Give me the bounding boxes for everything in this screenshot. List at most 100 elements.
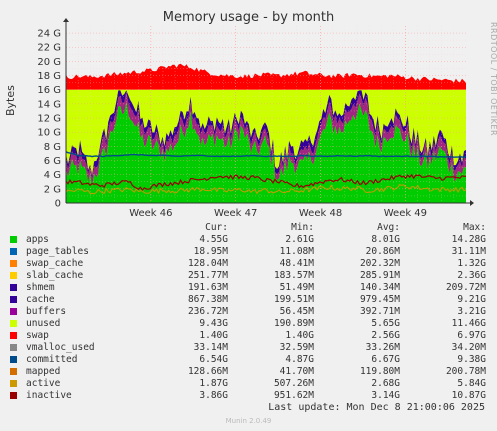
legend-body: apps 4.55G 2.61G 8.01G 14.28G page_tables 18.9… [10,234,486,402]
legend-avg: 33.26M [365,342,400,353]
legend-avg: 2.56G [371,330,400,341]
legend-header-row: Cur: Min: Avg: Max: [10,222,486,234]
axes [63,18,474,206]
legend-swatch-buffers [10,308,17,315]
legend-row-swap-cache: swap_cache 128.04M 48.41M 202.32M 1.32G [10,258,486,270]
legend-min: 951.62M [273,390,314,401]
line-inactive [65,173,467,191]
legend-swatch-committed [10,356,17,363]
legend-swatch [10,390,22,402]
legend-cur: 9.43G [199,318,228,329]
legend-swatch-page-tables [10,248,17,255]
y-tick-label: 18 G [37,71,61,82]
legend-min: 1.40G [285,330,314,341]
legend-row-shmem: shmem 191.63M 51.49M 140.34M 209.72M [10,282,486,294]
legend-swatch [10,342,22,354]
legend-cur: 3.86G [199,390,228,401]
legend-swatch-active [10,380,17,387]
y-tick-label: 24 G [37,29,61,40]
legend-max: 3.21G [457,306,486,317]
legend-max: 5.84G [457,378,486,389]
legend-swatch-cache [10,296,17,303]
legend-row-committed: committed 6.54G 4.87G 6.67G 9.38G [10,354,486,366]
legend-name: vmalloc_used [26,342,95,353]
legend-row-swap: swap 1.40G 1.40G 2.56G 6.97G [10,330,486,342]
legend-cur: 1.87G [199,378,228,389]
legend-row-cache: cache 867.38M 199.51M 979.45M 9.21G [10,294,486,306]
legend-min: 56.45M [279,306,314,317]
legend-avg: 20.86M [365,246,400,257]
munin-version: Munin 2.0.49 [225,417,272,425]
y-tick-label: 12 G [37,114,61,125]
legend-max: 11.46G [451,318,486,329]
legend-avg: 8.01G [371,234,400,245]
legend-name: swap [26,330,49,341]
legend-row-unused: unused 9.43G 190.89M 5.65G 11.46G [10,318,486,330]
legend-min: 183.57M [273,270,314,281]
y-tick-label: 6 G [44,156,61,167]
legend-min: 190.89M [273,318,314,329]
legend-name: cache [26,294,55,305]
legend-max: 209.72M [445,282,486,293]
legend-row-page-tables: page_tables 18.95M 11.08M 20.86M 31.11M [10,246,486,258]
legend-swatch [10,270,22,282]
legend-swatch [10,234,22,246]
y-tick-label: 4 G [44,170,61,181]
memory-chart: 0 2 G 4 G 6 G 8 G 10 G 12 G 14 G 16 G 18 G 20 G 22 … [37,18,474,219]
y-tick-label: 0 [55,199,61,210]
legend-swatch-slab-cache [10,272,17,279]
last-update: Last update: Mon Dec 8 21:00:06 2025 [268,402,485,413]
legend-min: 2.61G [285,234,314,245]
legend-min: 4.87G [285,354,314,365]
legend-cur: 33.14M [193,342,228,353]
y-tick-label: 8 G [44,142,61,153]
header-cur: Cur: [205,222,228,233]
legend-cur: 6.54G [199,354,228,365]
legend-cur: 128.66M [187,366,228,377]
header-min: Min: [291,222,314,233]
legend-max: 9.38G [457,354,486,365]
legend-swatch-vmalloc-used [10,344,17,351]
legend-swatch [10,318,22,330]
legend-min: 199.51M [273,294,314,305]
side-credit: RRDTOOL / TOBI OETIKER [489,22,497,137]
line-active [65,183,467,195]
legend-min: 51.49M [279,282,314,293]
legend-min: 507.26M [273,378,314,389]
legend-max: 2.36G [457,270,486,281]
legend-swatch-shmem [10,284,17,291]
legend-row-slab-cache: slab_cache 251.77M 183.57M 285.91M 2.36G [10,270,486,282]
legend-swatch [10,282,22,294]
legend-cur: 191.63M [187,282,228,293]
legend-min: 48.41M [279,258,314,269]
legend-name: unused [26,318,61,329]
legend-swatch [10,258,22,270]
legend-avg: 119.80M [359,366,400,377]
legend-row-apps: apps 4.55G 2.61G 8.01G 14.28G [10,234,486,246]
legend-name: active [26,378,61,389]
y-tick-label: 14 G [37,99,61,110]
y-tick-label: 20 G [37,57,61,68]
legend-cur: 251.77M [187,270,228,281]
y-tick-label: 22 G [37,43,61,54]
legend-max: 200.78M [445,366,486,377]
legend-min: 32.59M [279,342,314,353]
area-layers [66,63,466,203]
legend-min: 41.70M [279,366,314,377]
x-tick-label: Week 48 [299,208,342,219]
legend-avg: 6.67G [371,354,400,365]
legend-row-buffers: buffers 236.72M 56.45M 392.71M 3.21G [10,306,486,318]
legend-name: committed [26,354,78,365]
y-axis-arrow [63,18,69,22]
legend-max: 10.87G [451,390,486,401]
legend-swatch [10,246,22,258]
legend-max: 9.21G [457,294,486,305]
area-swap [66,63,466,90]
header-max: Max: [463,222,486,233]
area-apps [66,102,466,203]
legend-swatch-swap [10,332,17,339]
legend-swatch [10,366,22,378]
legend-min: 11.08M [279,246,314,257]
legend-avg: 392.71M [359,306,400,317]
legend-row-active: active 1.87G 507.26M 2.68G 5.84G [10,378,486,390]
